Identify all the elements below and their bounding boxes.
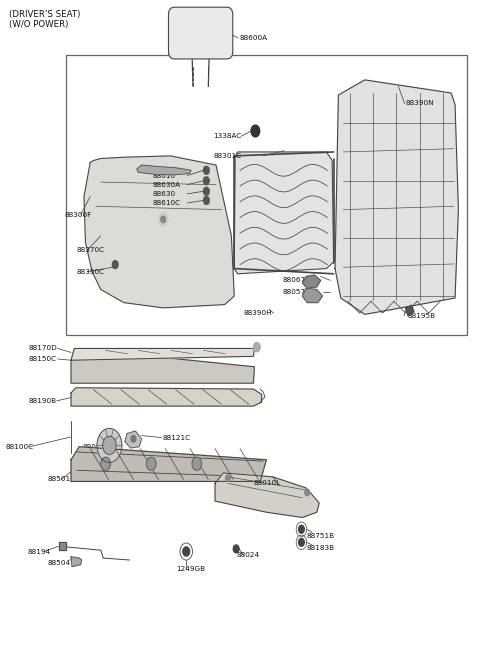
Text: 88195B: 88195B	[407, 312, 435, 319]
Circle shape	[253, 343, 260, 352]
Polygon shape	[71, 388, 262, 406]
Polygon shape	[71, 557, 82, 567]
Text: 88057A: 88057A	[282, 289, 311, 295]
Text: 88504: 88504	[47, 560, 70, 567]
Polygon shape	[71, 447, 266, 481]
Circle shape	[101, 457, 110, 470]
Text: 88610: 88610	[153, 172, 176, 179]
Circle shape	[251, 125, 260, 137]
Polygon shape	[84, 156, 234, 308]
Circle shape	[146, 457, 156, 470]
Circle shape	[299, 525, 304, 533]
Text: 88630A: 88630A	[153, 181, 181, 188]
Polygon shape	[302, 288, 323, 303]
Circle shape	[299, 538, 304, 546]
Text: 88010L: 88010L	[253, 480, 281, 487]
Polygon shape	[125, 431, 142, 448]
Text: 1338AC: 1338AC	[214, 133, 242, 140]
Bar	[66, 55, 467, 335]
Circle shape	[183, 547, 190, 556]
Text: 88390N: 88390N	[406, 100, 434, 107]
Text: 88350C: 88350C	[77, 269, 105, 275]
Polygon shape	[215, 473, 319, 517]
Circle shape	[112, 261, 118, 269]
Text: 88370C: 88370C	[77, 247, 105, 253]
Circle shape	[97, 428, 122, 462]
Text: 88630: 88630	[153, 191, 176, 197]
Circle shape	[161, 216, 166, 223]
Text: 88081A: 88081A	[83, 443, 111, 450]
Text: (DRIVER'S SEAT): (DRIVER'S SEAT)	[9, 10, 80, 19]
Text: 88024: 88024	[236, 552, 259, 559]
Polygon shape	[137, 165, 191, 175]
Text: 88610C: 88610C	[153, 200, 181, 206]
Circle shape	[233, 545, 239, 553]
Circle shape	[204, 196, 209, 204]
Text: 88183B: 88183B	[306, 544, 335, 551]
Text: 88390H: 88390H	[244, 310, 273, 316]
Text: 88501: 88501	[47, 476, 70, 483]
Circle shape	[204, 166, 209, 174]
Text: 88150C: 88150C	[29, 356, 57, 362]
Circle shape	[204, 177, 209, 185]
Text: 1249GB: 1249GB	[177, 565, 206, 572]
Polygon shape	[406, 305, 414, 316]
Text: 88194: 88194	[28, 548, 51, 555]
Circle shape	[103, 436, 116, 455]
Circle shape	[226, 475, 230, 481]
Text: 88190B: 88190B	[29, 398, 57, 404]
Polygon shape	[71, 348, 254, 383]
Polygon shape	[335, 80, 458, 314]
Polygon shape	[59, 542, 66, 550]
Text: 88100C: 88100C	[6, 443, 34, 450]
Text: 88600A: 88600A	[239, 35, 267, 41]
Circle shape	[158, 213, 168, 226]
Text: 88067A: 88067A	[282, 277, 311, 284]
Text: 88751B: 88751B	[306, 533, 335, 539]
Polygon shape	[302, 275, 321, 288]
Circle shape	[192, 457, 202, 470]
Polygon shape	[71, 348, 254, 360]
Polygon shape	[234, 152, 334, 274]
Text: 88301C: 88301C	[214, 153, 242, 159]
Circle shape	[305, 489, 310, 496]
Circle shape	[131, 436, 136, 442]
Text: 88121C: 88121C	[162, 434, 191, 441]
Text: (W/O POWER): (W/O POWER)	[9, 20, 68, 29]
Text: 88300F: 88300F	[65, 212, 92, 218]
Circle shape	[204, 187, 209, 195]
FancyBboxPatch shape	[168, 7, 233, 59]
Text: 88170D: 88170D	[29, 345, 58, 352]
